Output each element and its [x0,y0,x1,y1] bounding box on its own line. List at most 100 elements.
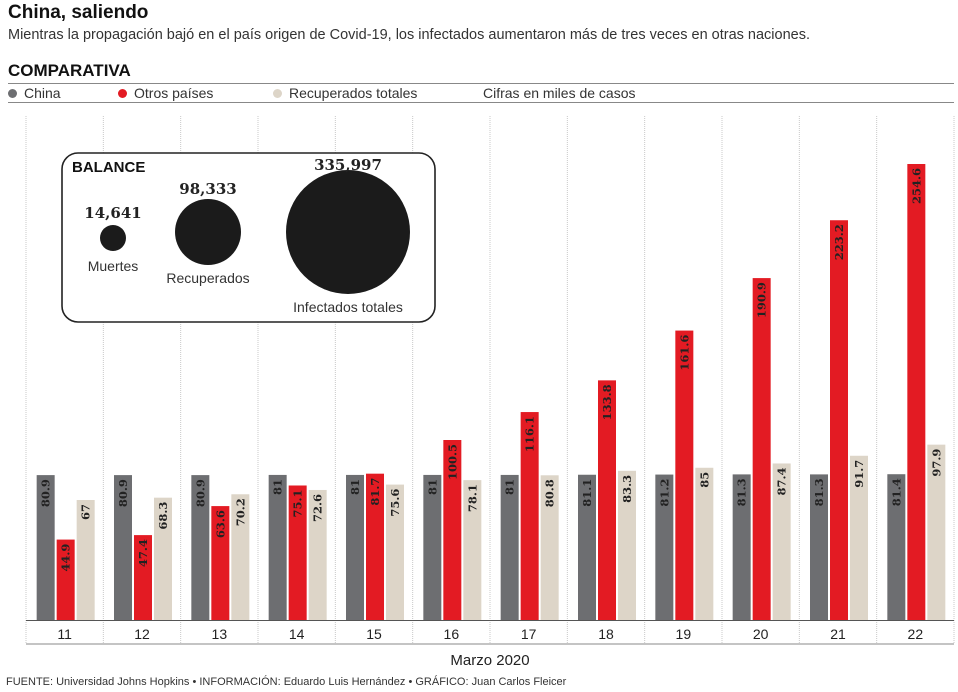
bar-china-16 [423,474,442,620]
balance-title: BALANCE [72,159,146,176]
x-tick-label: 22 [908,626,924,642]
bar-china-20 [732,474,751,620]
data-label: 81 [271,479,285,495]
balance-value-recuperados: 98,333 [179,180,237,198]
data-label: 81.1 [580,479,594,507]
legend-label-china: China [24,85,61,101]
bar-china-19 [655,474,674,620]
x-tick-label: 20 [753,626,769,642]
bar-otros-países-22 [907,164,926,620]
bar-recuperados-totales-17 [540,475,559,620]
x-tick-label: 21 [830,626,846,642]
balance-value-muertes: 14,641 [84,204,142,222]
data-label: 72.6 [311,494,325,522]
balance-circle-muertes [100,225,126,251]
data-label: 133.8 [600,384,614,420]
bar-recuperados-totales-16 [463,480,482,620]
x-tick-label: 11 [57,626,72,642]
x-tick-label: 19 [676,626,692,642]
data-label: 67 [79,504,93,520]
bar-china-13 [191,475,210,620]
chart-title: China, saliendo [8,2,149,23]
bar-otros-países-20 [752,278,771,620]
data-label: 44.9 [59,544,73,572]
x-tick-label: 12 [134,626,150,642]
bar-otros-países-18 [598,380,616,620]
data-label: 83.3 [620,475,634,503]
balance-circle-infectados [286,170,410,294]
legend-swatch-china [8,88,17,98]
data-label: 68.3 [156,502,170,530]
bar-recuperados-totales-21 [850,455,868,620]
bar-china-17 [500,474,519,620]
data-label: 87.4 [775,467,789,495]
balance-label-recuperados: Recuperados [166,270,250,286]
data-label: 47.4 [136,539,150,567]
bar-recuperados-totales-14 [308,489,327,620]
legend-rule [8,102,954,103]
footer-credits: FUENTE: Universidad Johns Hopkins • INFO… [6,676,567,688]
legend-item-otros: Otros países [118,85,213,101]
balance-label-muertes: Muertes [87,258,139,274]
data-label: 254.6 [909,168,923,204]
data-label: 161.6 [677,335,691,371]
bar-otros-países-12 [134,535,152,620]
bar-recuperados-totales-22 [927,444,946,620]
data-label: 78.1 [465,484,479,512]
data-label: 81.3 [812,478,826,506]
legend-swatch-otros [118,88,127,98]
bar-recuperados-totales-13 [231,494,250,620]
data-label: 81.3 [735,478,749,506]
top-rule [8,83,954,84]
balance-value-infectados: 335,997 [314,156,382,174]
data-label: 81 [503,479,517,495]
data-label: 70.2 [233,498,247,526]
bar-recuperados-totales-18 [618,470,636,620]
bar-china-11 [36,475,55,620]
data-label: 80.8 [543,479,557,507]
legend-swatch-recuperados [273,88,282,98]
x-tick-label: 14 [289,626,305,642]
chart-subtitle: Mientras la propagación bajó en el país … [8,27,810,43]
bar-china-14 [268,474,287,620]
data-label: 85 [697,472,711,488]
data-label: 116.1 [523,416,537,452]
data-label: 80.9 [116,479,130,507]
legend-label-otros: Otros países [134,85,214,101]
legend-item-recuperados: Recuperados totales [273,85,417,101]
bar-recuperados-totales-20 [772,463,791,620]
bar-otros-países-16 [443,440,462,620]
data-label: 80.9 [39,479,53,507]
x-axis-label: Marzo 2020 [450,652,529,669]
x-tick-label: 18 [598,626,614,642]
x-tick-label: 13 [212,626,228,642]
data-label: 97.9 [929,449,943,477]
bar-otros-países-15 [366,473,384,620]
bar-china-12 [114,475,132,620]
legend-note: Cifras en miles de casos [483,85,636,101]
legend-note-text: Cifras en miles de casos [483,85,636,101]
bar-recuperados-totales-19 [695,467,714,620]
bar-otros-países-17 [520,412,539,620]
bar-otros-países-13 [211,506,230,620]
bar-recuperados-totales-12 [154,497,172,620]
balance-label-infectados: Infectados totales [293,299,403,315]
x-tick-label: 16 [444,626,460,642]
bar-china-22 [887,474,906,620]
bar-otros-países-11 [56,539,75,620]
data-label: 75.6 [388,489,402,517]
data-label: 91.7 [852,460,866,488]
data-label: 63.6 [213,510,227,538]
data-label: 223.2 [832,224,846,260]
data-label: 81 [348,479,362,495]
legend-item-china: China [8,85,61,101]
balance-circle-recuperados [175,199,241,265]
bar-china-15 [346,474,364,620]
bar-otros-países-14 [288,485,307,620]
data-label: 81.2 [657,479,671,507]
data-label: 81 [425,479,439,495]
bar-recuperados-totales-11 [76,500,95,620]
bar-china-21 [810,474,828,620]
